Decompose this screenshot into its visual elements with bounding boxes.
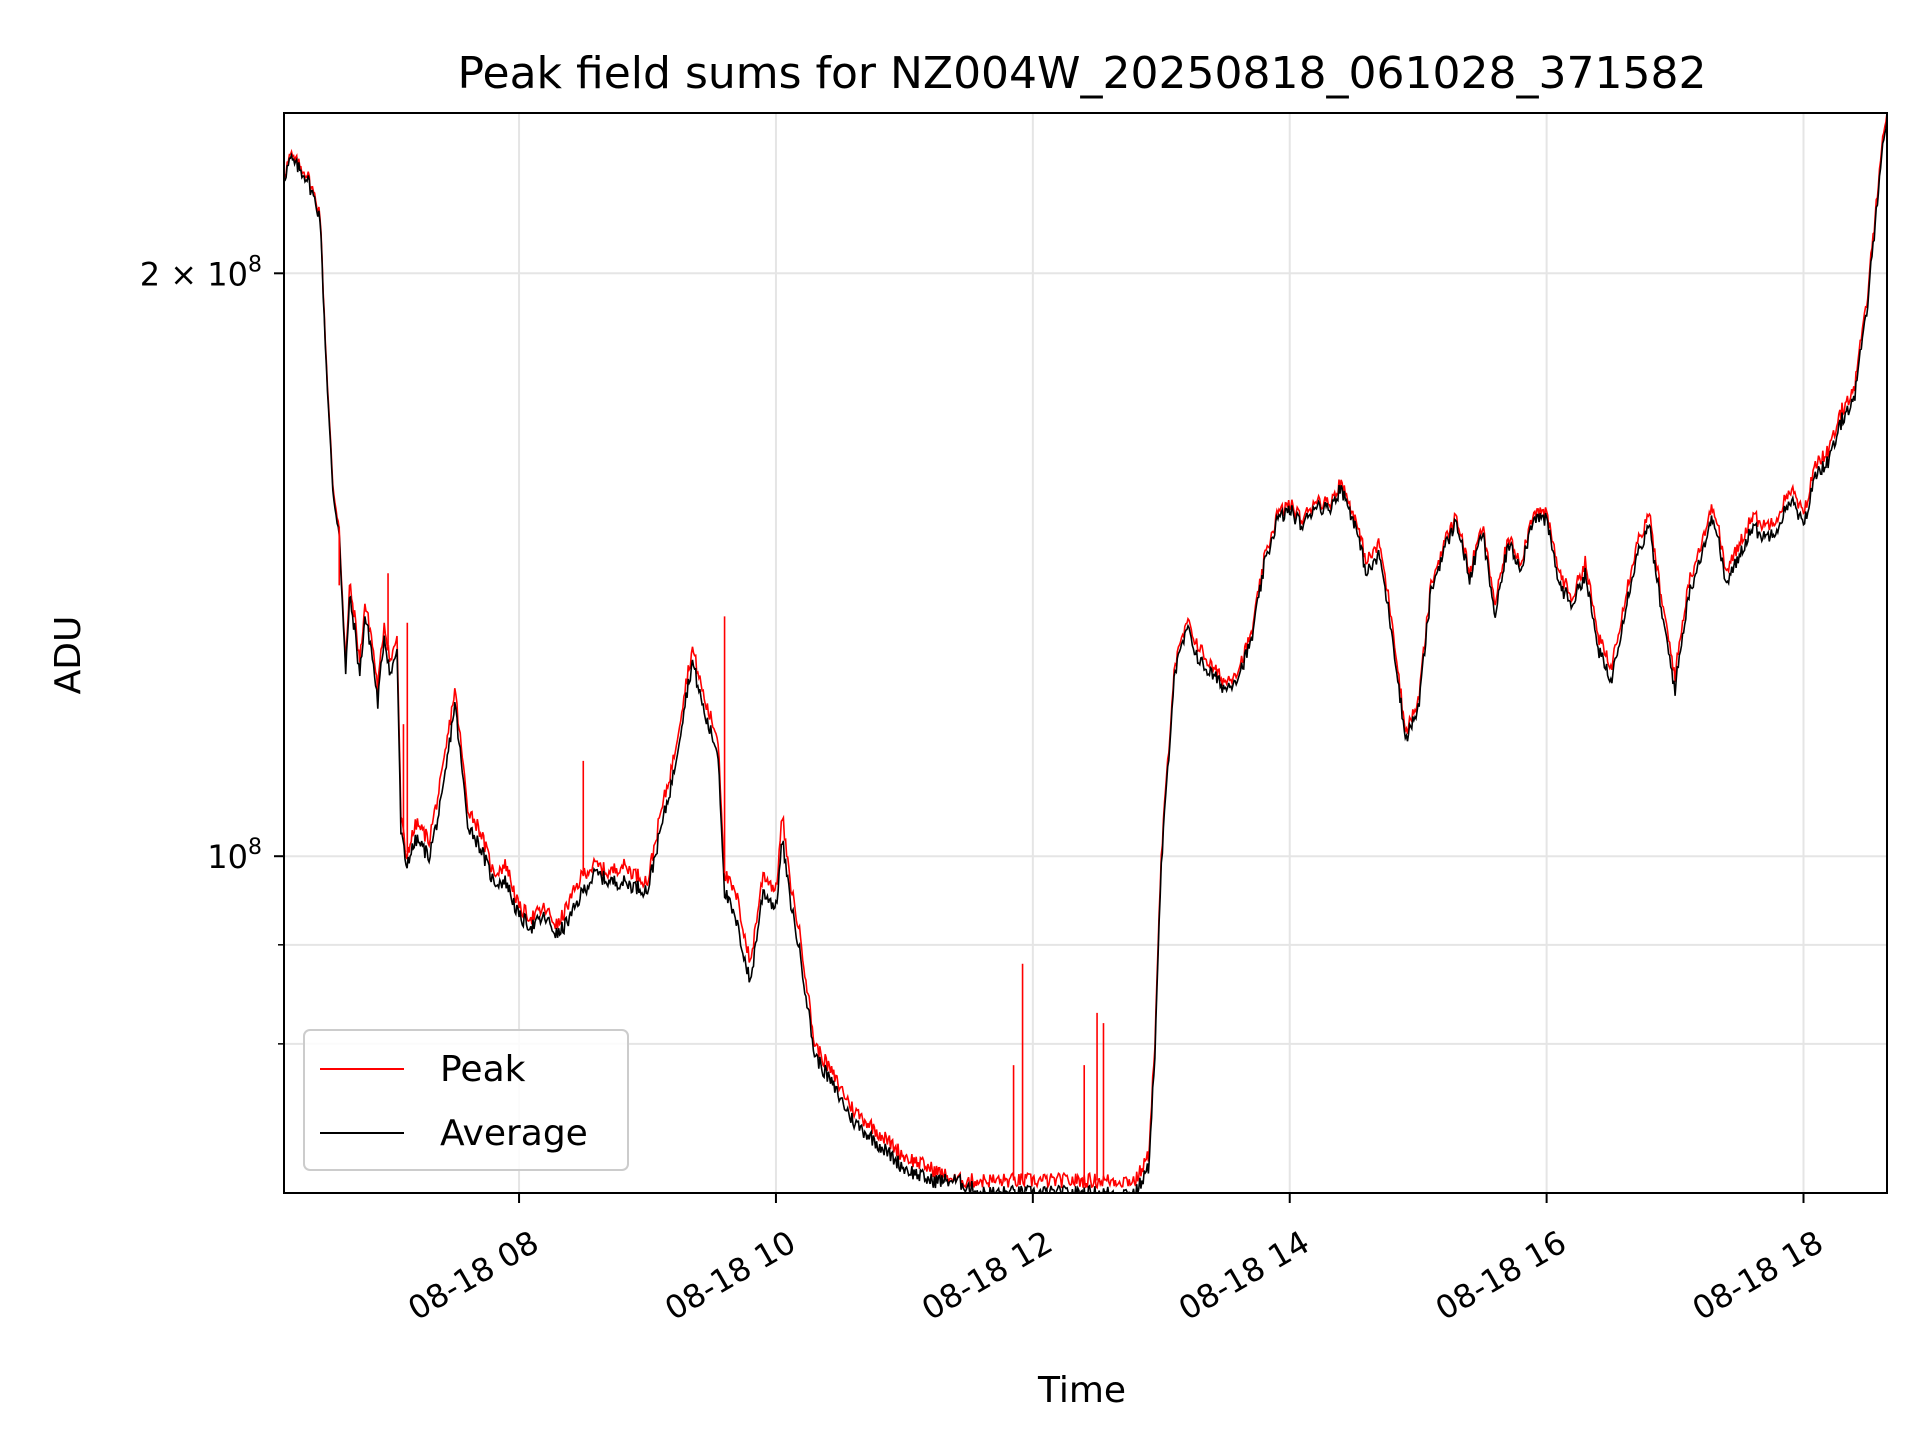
legend-label-average: Average (440, 1113, 588, 1154)
chart-title: Peak field sums for NZ004W_20250818_0610… (458, 48, 1707, 99)
x-axis-label: Time (1037, 1370, 1126, 1411)
plot-frame (283, 112, 1888, 1194)
plot-lines (284, 113, 1887, 1193)
series-line-average (284, 119, 1887, 1193)
legend-box (303, 1029, 629, 1171)
legend-label-peak: Peak (440, 1049, 526, 1090)
y-tick-label: 108 (207, 835, 262, 876)
y-axis-ticks: 108 2 × 108 (140, 252, 284, 1045)
y-axis-label: ADU (48, 616, 89, 695)
legend: Peak Average (303, 1029, 629, 1171)
y-tick-label: 2 × 108 (140, 252, 262, 293)
